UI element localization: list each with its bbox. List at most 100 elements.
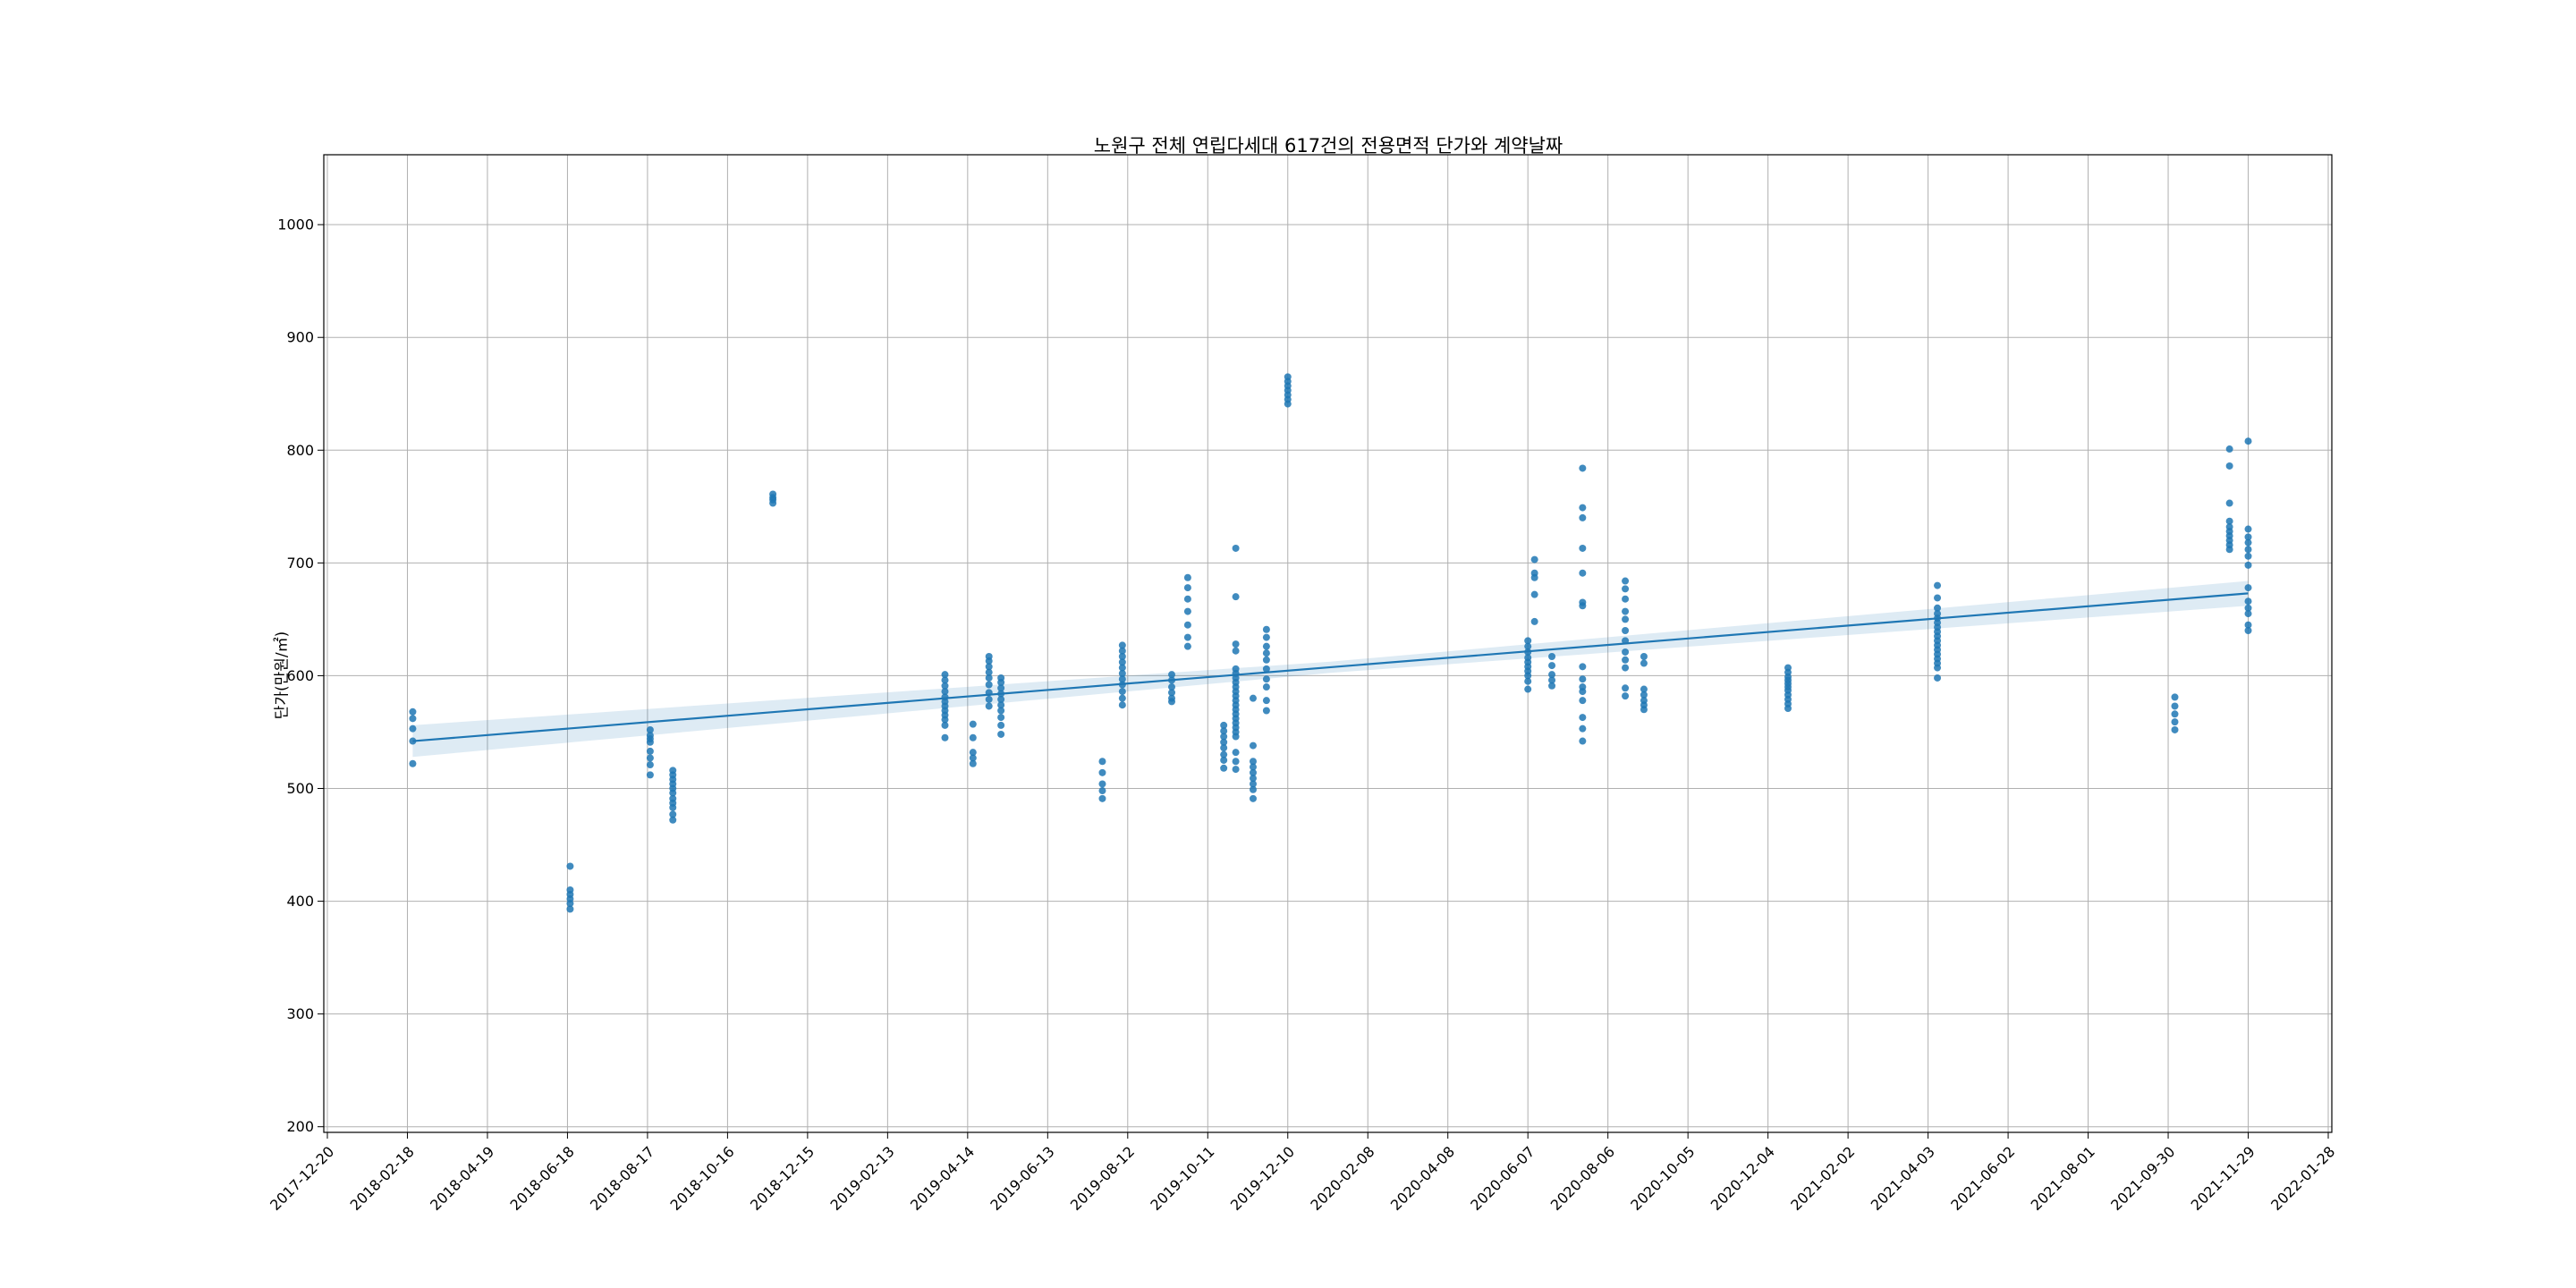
x-tick-label: 2019-06-13 <box>987 1143 1057 1214</box>
data-point <box>1622 656 1630 664</box>
data-point <box>2225 462 2233 470</box>
data-point <box>941 682 949 690</box>
data-point <box>941 671 949 679</box>
data-point <box>1934 594 1942 602</box>
data-point <box>985 657 993 665</box>
x-tick-label: 2019-04-14 <box>907 1143 978 1214</box>
data-point <box>2244 621 2252 629</box>
data-point <box>1579 688 1587 696</box>
y-tick-label: 900 <box>286 329 314 346</box>
data-point <box>1118 694 1126 702</box>
grid-lines <box>324 155 2332 1132</box>
data-point <box>409 715 417 723</box>
data-point <box>1640 659 1648 667</box>
data-point <box>1220 733 1228 741</box>
data-point <box>1249 768 1257 776</box>
data-point <box>646 771 654 779</box>
data-point <box>997 707 1005 715</box>
data-point <box>969 759 977 767</box>
data-point <box>985 681 993 689</box>
data-point <box>2244 610 2252 618</box>
x-tick-label: 2021-04-03 <box>1868 1143 1938 1214</box>
data-point <box>1249 763 1257 771</box>
data-point <box>2225 499 2233 507</box>
data-point <box>1579 663 1587 671</box>
y-tick-label: 600 <box>286 667 314 684</box>
data-point <box>2171 693 2179 701</box>
data-point <box>1098 768 1106 776</box>
data-point <box>1622 607 1630 615</box>
data-point <box>2225 546 2233 554</box>
y-tick-label: 400 <box>286 893 314 910</box>
data-point <box>1579 737 1587 745</box>
data-point <box>1183 621 1191 629</box>
data-point <box>1524 672 1532 680</box>
data-point <box>409 708 417 716</box>
data-point <box>1579 504 1587 512</box>
data-point <box>1622 648 1630 656</box>
data-point <box>1098 787 1106 795</box>
data-point <box>1183 607 1191 615</box>
data-point <box>1579 675 1587 683</box>
data-point <box>1622 585 1630 593</box>
data-point <box>2171 702 2179 710</box>
x-tick-label: 2020-04-08 <box>1387 1143 1458 1214</box>
data-point <box>1640 706 1648 714</box>
data-point <box>1220 750 1228 758</box>
data-point <box>997 730 1005 738</box>
data-point <box>1183 595 1191 603</box>
x-axis-ticks: 2017-12-20 2018-02-18 2018-04-19 2018-06-18… <box>267 1132 2338 1214</box>
data-point <box>1168 698 1176 706</box>
data-point <box>1098 794 1106 802</box>
data-point <box>985 674 993 682</box>
x-tick-label: 2018-12-15 <box>747 1143 818 1214</box>
data-point <box>1220 756 1228 764</box>
data-point <box>2171 710 2179 718</box>
data-point <box>669 810 677 818</box>
data-point <box>2244 604 2252 612</box>
data-point <box>2171 725 2179 733</box>
data-point <box>1548 671 1556 679</box>
data-point <box>1548 662 1556 670</box>
data-point <box>1934 604 1942 612</box>
data-point <box>669 803 677 811</box>
data-point <box>941 733 949 741</box>
data-point <box>2225 445 2233 453</box>
data-point <box>1249 794 1257 802</box>
data-point <box>1249 775 1257 783</box>
data-point <box>1640 685 1648 693</box>
data-point <box>2244 538 2252 547</box>
x-tick-label: 2020-02-08 <box>1307 1143 1377 1214</box>
data-point <box>997 678 1005 686</box>
data-point <box>1249 785 1257 793</box>
data-point <box>1232 749 1240 757</box>
data-point <box>646 754 654 762</box>
data-point <box>1579 714 1587 722</box>
x-tick-label: 2018-08-17 <box>587 1143 657 1214</box>
data-point <box>1249 780 1257 788</box>
data-point <box>1220 721 1228 729</box>
scatter-points <box>409 373 2252 913</box>
data-point <box>1232 733 1240 741</box>
data-point <box>1262 707 1270 715</box>
regression-confidence-band <box>412 580 2249 758</box>
x-tick-label: 2022-01-28 <box>2267 1143 2338 1214</box>
data-point <box>566 862 574 870</box>
data-point <box>1622 577 1630 585</box>
data-point <box>2244 552 2252 560</box>
data-point <box>646 725 654 733</box>
chart-title: 노원구 전체 연립다세대 617건의 전용면적 단가와 계약날짜 <box>1093 135 1563 157</box>
data-point <box>941 721 949 729</box>
data-point <box>2244 597 2252 606</box>
x-tick-label: 2020-08-06 <box>1547 1143 1618 1214</box>
data-point <box>1262 633 1270 641</box>
data-point <box>969 749 977 757</box>
data-point <box>1183 573 1191 581</box>
data-point <box>646 738 654 746</box>
data-point <box>646 761 654 769</box>
data-point <box>409 724 417 733</box>
data-point <box>2225 517 2233 525</box>
data-point <box>1548 682 1556 690</box>
data-point <box>1524 685 1532 693</box>
data-point <box>997 701 1005 709</box>
